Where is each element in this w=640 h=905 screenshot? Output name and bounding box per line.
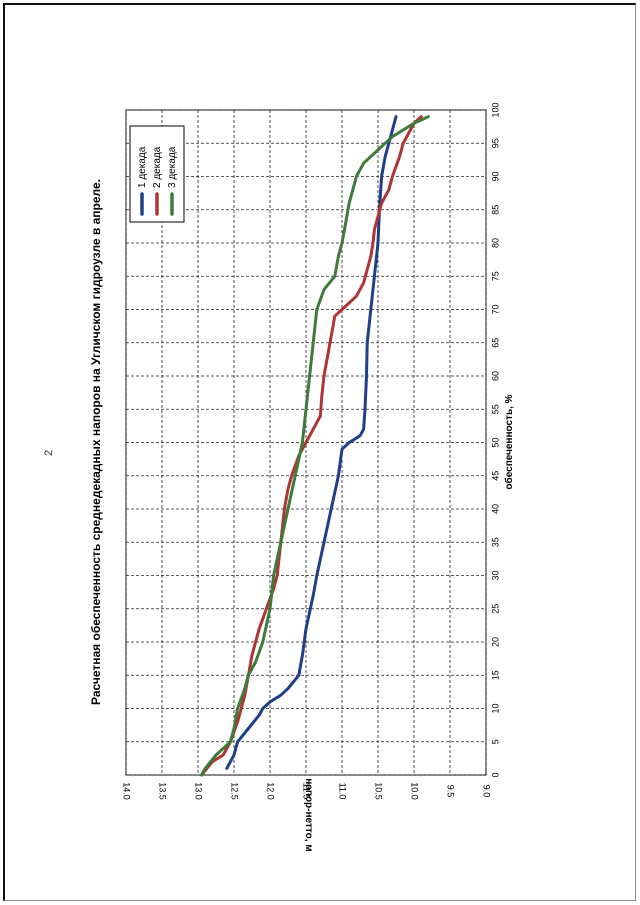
- x-tick-label: 20: [490, 637, 500, 647]
- x-tick-label: 50: [490, 437, 500, 447]
- y-tick-label: 13.0: [194, 782, 204, 800]
- x-tick-label: 95: [490, 138, 500, 148]
- y-tick-label: 9.0: [482, 785, 492, 798]
- series-line-2: [200, 115, 423, 777]
- tick-labels: 0 5 10 15 20 25 30 35 40 45 50 55 60 65 70 75 80 85 90 95 10…: [122, 102, 501, 799]
- x-tick-label: 5: [490, 739, 500, 744]
- x-tick-label: 65: [490, 338, 500, 348]
- x-tick-label: 40: [490, 504, 500, 514]
- x-tick-label: 70: [490, 304, 500, 314]
- series-lines: [200, 115, 430, 777]
- y-tick-label: 12.5: [230, 782, 240, 800]
- x-tick-label: 60: [490, 371, 500, 381]
- y-tick-label: 13.5: [158, 782, 168, 800]
- x-tick-label: 30: [490, 570, 500, 580]
- x-tick-label: 85: [490, 205, 500, 215]
- y-axis-label: напор-нетто, м: [303, 778, 314, 851]
- x-tick-label: 10: [490, 703, 500, 713]
- x-tick-label: 25: [490, 604, 500, 614]
- y-tick-label: 10.5: [374, 782, 384, 800]
- legend-label-3: 3 декада: [167, 146, 178, 188]
- legend: 1 декада 2 декада 3 декада: [129, 125, 185, 223]
- chart-title: Расчетная обеспеченность среднедекадных …: [89, 179, 103, 705]
- x-tick-label: 55: [490, 404, 500, 414]
- x-tick-label: 15: [490, 670, 500, 680]
- y-tick-label: 11.5: [302, 783, 312, 800]
- x-tick-label: 75: [490, 271, 500, 281]
- series-line-3: [200, 115, 430, 777]
- legend-label-2: 2 декада: [152, 146, 163, 188]
- y-tick-label: 10.0: [410, 782, 420, 800]
- legend-label-1: 1 декада: [137, 146, 148, 188]
- x-tick-label: 100: [490, 102, 500, 117]
- y-tick-label: 11.0: [338, 783, 348, 800]
- x-tick-label: 35: [490, 537, 500, 547]
- x-tick-label: 45: [490, 471, 500, 481]
- y-tick-label: 9.5: [446, 785, 456, 798]
- x-tick-label: 80: [490, 238, 500, 248]
- x-tick-label: 90: [490, 171, 500, 181]
- scan-border: [3, 3, 636, 901]
- x-axis-label: обеспеченность, %: [503, 394, 515, 489]
- y-tick-label: 12.0: [266, 782, 276, 800]
- x-tick-label: 0: [490, 772, 500, 777]
- y-tick-label: 14.0: [122, 782, 132, 800]
- series-line-1: [225, 115, 398, 770]
